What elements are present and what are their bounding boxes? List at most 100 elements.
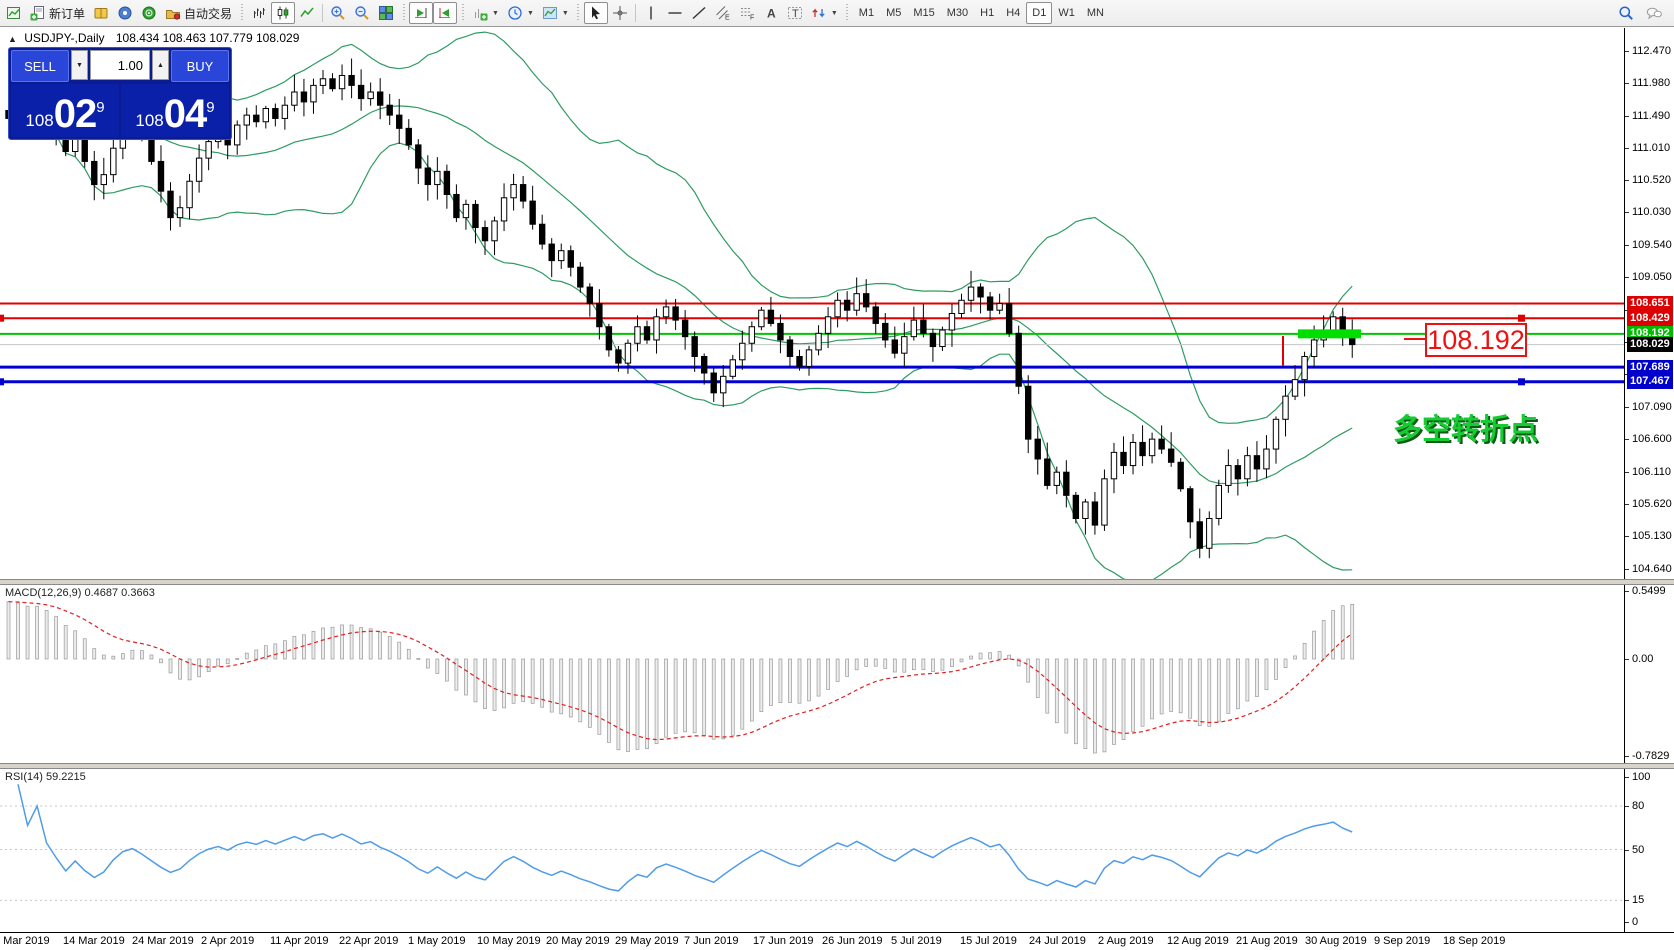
bar-chart-button[interactable] <box>247 2 271 24</box>
pane-divider[interactable] <box>0 579 1674 585</box>
buy-price-sup: 9 <box>206 99 215 116</box>
timeframe-m1-button[interactable]: M1 <box>858 7 875 19</box>
trendline-button[interactable] <box>687 2 711 24</box>
horizontal-line-button[interactable] <box>663 2 687 24</box>
market-watch-button[interactable] <box>89 2 113 24</box>
toolbar-right <box>1614 2 1672 24</box>
rsi-indicator-label: RSI(14) 59.2215 <box>5 771 86 783</box>
current-price-label: 108.029 <box>1627 337 1673 353</box>
price-axis[interactable]: 112.470 111.980 111.490 111.010 110.520 110.0… <box>1624 28 1674 932</box>
buy-button[interactable]: BUY <box>171 50 229 82</box>
indicators-button[interactable]: ▼ <box>468 2 503 24</box>
toolbar-grip[interactable] <box>460 4 466 22</box>
search-button[interactable] <box>1614 2 1638 24</box>
textT-icon: T <box>787 5 803 21</box>
terminal-button[interactable] <box>137 2 161 24</box>
horizontal-levels[interactable] <box>0 302 1624 384</box>
timeframe-h1-button[interactable]: H1 <box>980 7 995 19</box>
date-tick-label: 11 Apr 2019 <box>270 935 329 947</box>
buy-price-big: 04 <box>163 92 207 136</box>
axis-tick <box>1625 439 1629 441</box>
line-handle[interactable] <box>0 314 4 322</box>
chat-icon <box>1646 5 1662 21</box>
axis-tick <box>1625 277 1629 279</box>
chat-button[interactable] <box>1642 2 1666 24</box>
navigator-button[interactable] <box>113 2 137 24</box>
line-chart-button[interactable] <box>295 2 319 24</box>
sell-button[interactable]: SELL <box>11 50 69 82</box>
main-chart-canvas[interactable] <box>0 28 1624 580</box>
timeframe-d1-button[interactable]: D1 <box>1026 2 1053 24</box>
buy-price[interactable]: 108 04 9 <box>121 84 229 137</box>
green-highlight-segment[interactable] <box>1298 329 1361 339</box>
date-tick-label: 24 Mar 2019 <box>132 935 194 947</box>
price-callout-box[interactable]: 108.192 <box>1425 323 1527 357</box>
chevron-down-icon[interactable]: ▼ <box>561 9 569 17</box>
templates-button[interactable]: ▼ <box>538 2 573 24</box>
textA-icon: A <box>763 5 779 21</box>
new-order-button[interactable]: 新订单 <box>26 2 89 24</box>
line-handle[interactable] <box>1518 314 1525 322</box>
linechart-icon <box>299 5 315 21</box>
volume-up-button[interactable]: ▲ <box>152 50 169 80</box>
axis-tick <box>1625 147 1629 149</box>
candlestick-chart-button[interactable] <box>271 2 296 24</box>
line-handle[interactable] <box>1518 378 1525 386</box>
axis-tick <box>1625 900 1629 902</box>
zoom-in-button[interactable] <box>326 2 350 24</box>
date-tick-label: 17 Jun 2019 <box>753 935 814 947</box>
auto-scroll-button[interactable] <box>409 2 434 24</box>
vertical-line-button[interactable] <box>639 2 663 24</box>
chevron-down-icon[interactable]: ▼ <box>526 9 534 17</box>
autotrading-button[interactable]: 自动交易 <box>161 2 236 24</box>
chevron-down-icon[interactable]: ▼ <box>492 9 499 17</box>
crosshair-button[interactable] <box>608 2 632 24</box>
autotrading-button-label: 自动交易 <box>184 6 233 21</box>
date-axis[interactable]: 5 Mar 2019 14 Mar 2019 24 Mar 2019 2 Apr 20… <box>0 932 1674 950</box>
timeframe-h4-button[interactable]: H4 <box>1006 7 1021 19</box>
toolbar-grip[interactable] <box>239 4 245 22</box>
macd-canvas[interactable] <box>0 585 1624 763</box>
axis-tick-label: 106.600 <box>1632 433 1672 446</box>
axis-tick <box>1625 244 1629 246</box>
timeframe-m30-button[interactable]: M30 <box>946 7 969 19</box>
volume-input[interactable]: 1.00 <box>90 50 150 80</box>
toolbar-grip[interactable] <box>575 4 581 22</box>
timeframe-w1-button[interactable]: W1 <box>1058 7 1075 19</box>
chevron-down-icon[interactable]: ▼ <box>830 9 838 17</box>
chart-shift-button[interactable] <box>433 2 458 24</box>
arrows-button[interactable]: ▼ <box>807 2 842 24</box>
toolbar: 新订单 自动交易 ▼ ▼ ▼ E F A T ▼ M1 M5 M15 M30 H1 H4 D1 W1 MN <box>0 0 1674 27</box>
rsi-canvas[interactable] <box>0 769 1624 930</box>
pane-divider[interactable] <box>0 763 1674 769</box>
text-button[interactable]: A <box>759 2 783 24</box>
periods-button[interactable]: ▼ <box>503 2 538 24</box>
toolbar-grip[interactable] <box>844 4 850 22</box>
collapse-panel-arrow[interactable]: ▲ <box>8 34 17 44</box>
axis-tick <box>1625 922 1629 924</box>
volume-down-button[interactable]: ▼ <box>71 50 88 80</box>
axis-tick-label: 109.540 <box>1632 238 1672 251</box>
cursor-button[interactable] <box>583 2 608 24</box>
fibonacci-button[interactable]: F <box>735 2 759 24</box>
zoomout-icon <box>354 5 370 21</box>
date-tick-label: 2 Aug 2019 <box>1098 935 1154 947</box>
text-label-button[interactable]: T <box>783 2 807 24</box>
tile-windows-button[interactable] <box>374 2 398 24</box>
date-tick-label: 9 Sep 2019 <box>1374 935 1431 947</box>
turning-point-annotation[interactable]: 多空转折点 <box>1393 414 1539 446</box>
axis-tick <box>1625 806 1629 808</box>
toolbar-separator <box>634 4 636 22</box>
timeframe-mn-button[interactable]: MN <box>1086 7 1104 19</box>
line-handle[interactable] <box>0 378 4 386</box>
timeframe-m5-button[interactable]: M5 <box>886 7 902 19</box>
zoom-out-button[interactable] <box>350 2 374 24</box>
equidistant-channel-button[interactable]: E <box>711 2 735 24</box>
zoomin-icon <box>330 5 346 21</box>
folder-icon <box>165 5 181 21</box>
date-tick-label: 5 Jul 2019 <box>891 935 942 947</box>
red-marker-line[interactable] <box>1282 336 1284 366</box>
timeframe-m15-button[interactable]: M15 <box>913 7 935 19</box>
toolbar-grip[interactable] <box>401 4 407 22</box>
sell-price[interactable]: 108 02 9 <box>11 84 119 137</box>
